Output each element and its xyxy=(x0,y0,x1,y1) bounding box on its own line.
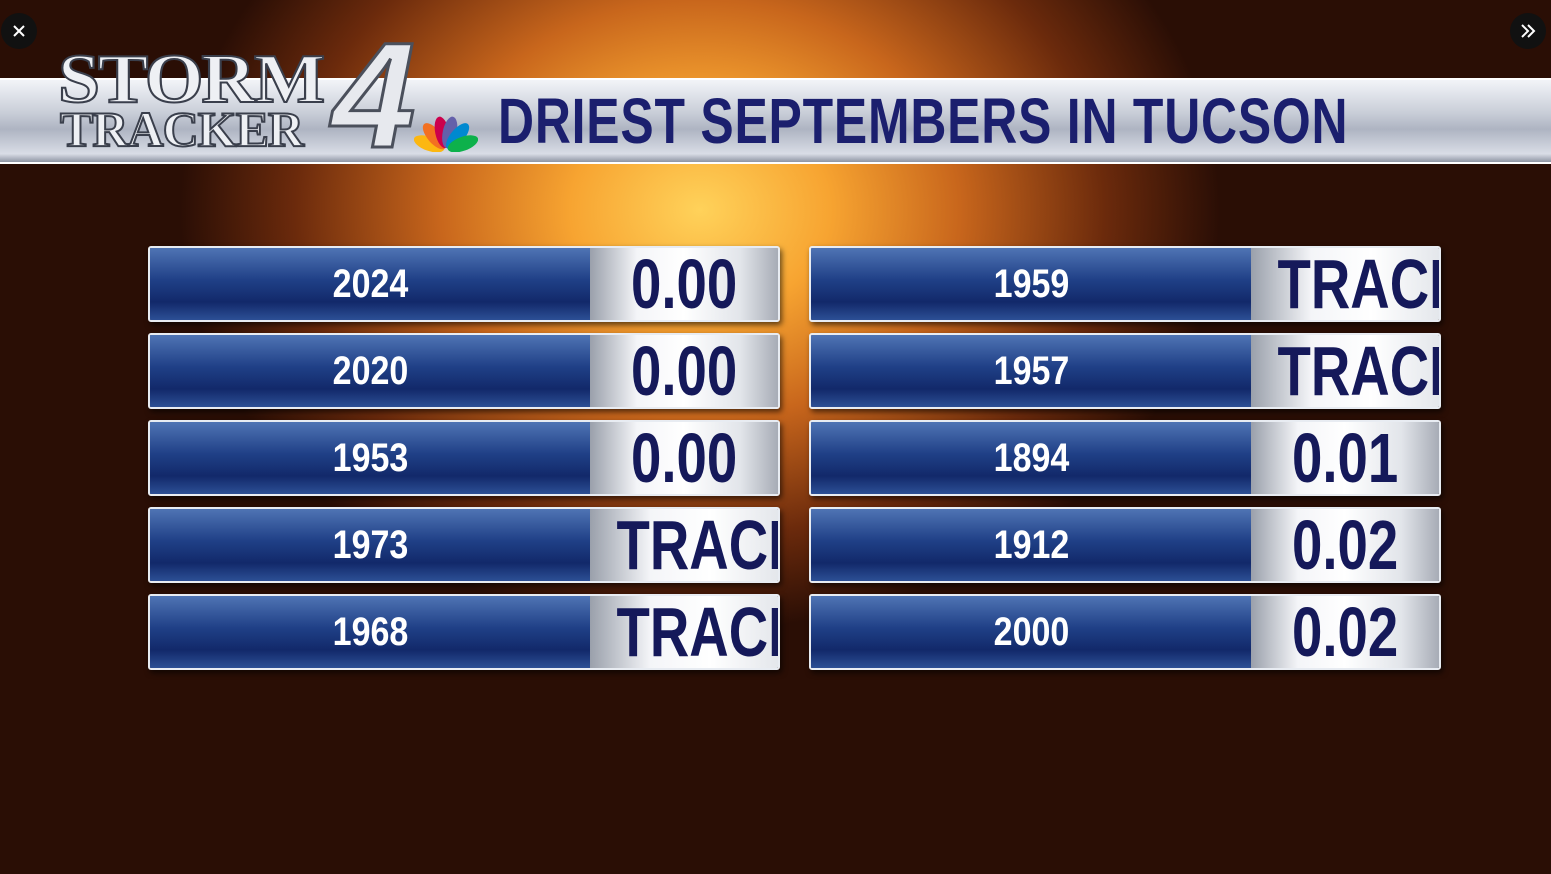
year-cell: 1968 xyxy=(150,596,590,668)
value-cell: TRACE xyxy=(1251,333,1439,409)
expand-icon xyxy=(1521,24,1536,38)
year-text: 2024 xyxy=(332,261,408,306)
header-band xyxy=(0,78,1551,164)
value-text: 0.00 xyxy=(630,333,738,409)
table-row: 2000 0.02 xyxy=(809,594,1441,670)
year-cell: 1894 xyxy=(811,422,1251,494)
close-icon xyxy=(13,25,25,37)
year-text: 1957 xyxy=(993,348,1069,393)
value-text: 0.01 xyxy=(1291,420,1399,496)
expand-button[interactable] xyxy=(1510,13,1546,49)
table-row: 2024 0.00 xyxy=(148,246,780,322)
title: DRIEST SEPTEMBERS IN TUCSON xyxy=(498,85,1349,157)
value-cell: 0.01 xyxy=(1251,422,1439,494)
year-text: 2020 xyxy=(332,348,408,393)
year-cell: 2000 xyxy=(811,596,1251,668)
value-cell: 0.00 xyxy=(590,335,778,407)
year-cell: 1973 xyxy=(150,509,590,581)
year-cell: 1912 xyxy=(811,509,1251,581)
value-cell: TRACE xyxy=(590,594,778,670)
value-text: 0.00 xyxy=(630,246,738,322)
table-row: 1959 TRACE xyxy=(809,246,1441,322)
table-row: 1953 0.00 xyxy=(148,420,780,496)
value-cell: TRACE xyxy=(590,507,778,583)
table-row: 1912 0.02 xyxy=(809,507,1441,583)
table-row: 1973 TRACE xyxy=(148,507,780,583)
year-cell: 1957 xyxy=(811,335,1251,407)
value-cell: 0.02 xyxy=(1251,509,1439,581)
year-text: 1968 xyxy=(332,609,408,654)
value-text: 0.00 xyxy=(630,420,738,496)
value-text: TRACE xyxy=(616,594,778,670)
table-row: 1894 0.01 xyxy=(809,420,1441,496)
year-cell: 2020 xyxy=(150,335,590,407)
value-text: TRACE xyxy=(616,507,778,583)
table-row: 1957 TRACE xyxy=(809,333,1441,409)
logo-number: 4 xyxy=(330,11,416,179)
year-text: 1912 xyxy=(993,522,1069,567)
value-cell: 0.00 xyxy=(590,248,778,320)
close-button[interactable] xyxy=(1,13,37,49)
year-text: 2000 xyxy=(993,609,1069,654)
logo-line2: TRACKER xyxy=(59,100,305,158)
year-cell: 2024 xyxy=(150,248,590,320)
value-cell: TRACE xyxy=(1251,246,1439,322)
table-row: 1968 TRACE xyxy=(148,594,780,670)
value-text: 0.02 xyxy=(1291,594,1399,670)
year-cell: 1959 xyxy=(811,248,1251,320)
value-cell: 0.02 xyxy=(1251,596,1439,668)
value-cell: 0.00 xyxy=(590,422,778,494)
value-text: TRACE xyxy=(1277,246,1439,322)
year-text: 1953 xyxy=(332,435,408,480)
value-text: TRACE xyxy=(1277,333,1439,409)
year-text: 1959 xyxy=(993,261,1069,306)
value-text: 0.02 xyxy=(1291,507,1399,583)
logo-line1: STORM xyxy=(57,40,326,119)
year-text: 1894 xyxy=(993,435,1069,480)
year-cell: 1953 xyxy=(150,422,590,494)
year-text: 1973 xyxy=(332,522,408,567)
peacock-icon xyxy=(414,116,478,152)
table-row: 2020 0.00 xyxy=(148,333,780,409)
